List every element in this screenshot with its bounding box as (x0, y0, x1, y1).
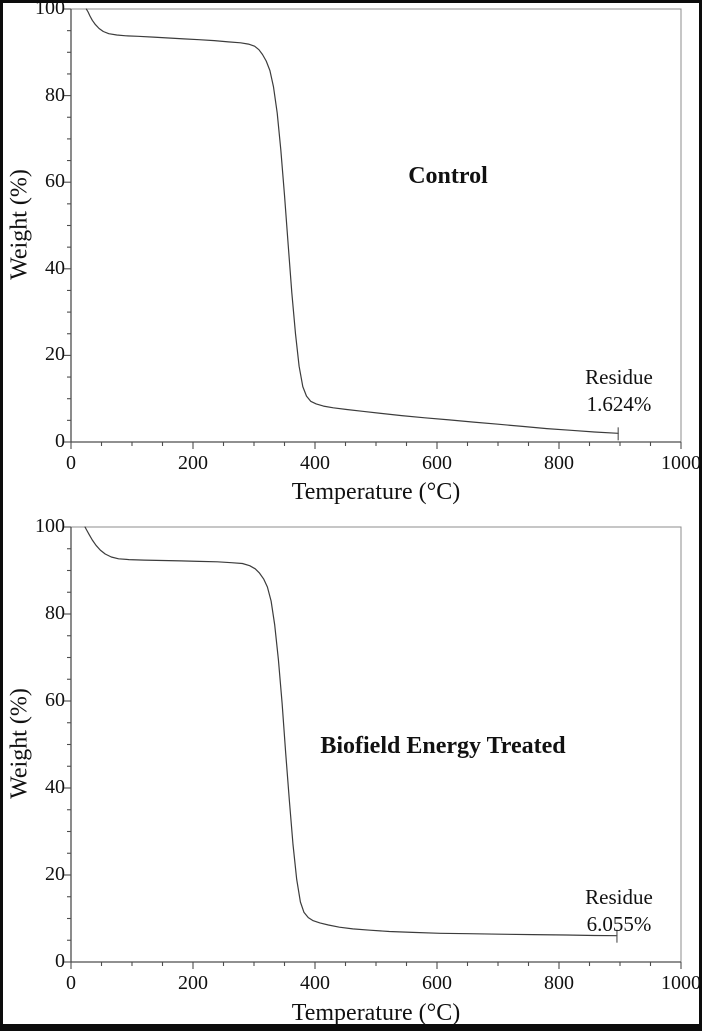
x-tick-label: 1000 (661, 452, 701, 474)
annotation-biofield: Biofield Energy Treated (320, 733, 566, 759)
chart-biofield (64, 526, 682, 969)
curve-biofield (84, 526, 618, 937)
x-tick-label: 600 (422, 972, 452, 994)
y-axis-title: Weight (%) (6, 687, 33, 799)
y-tick-label: 60 (45, 170, 65, 193)
x-tick-label: 400 (300, 972, 330, 994)
x-axis-title: Temperature (°C) (291, 1000, 461, 1026)
curve-control (85, 8, 619, 434)
x-axis-title: Temperature (°C) (291, 479, 461, 505)
chart-control (64, 8, 682, 449)
y-tick-label: 20 (45, 343, 65, 366)
y-tick-label: 100 (35, 515, 65, 537)
residue-label: Residue (585, 365, 653, 389)
y-tick-label: 0 (55, 950, 65, 972)
residue-value: 1.624% (586, 392, 652, 416)
y-tick-label: 40 (45, 256, 65, 279)
x-tick-label: 400 (300, 452, 330, 474)
y-tick-label: 0 (55, 430, 65, 452)
y-tick-label: 20 (45, 863, 65, 885)
x-tick-label: 0 (66, 452, 76, 474)
residue-note-biofield: Residue 6.055% (558, 884, 680, 938)
x-tick-label: 1000 (661, 972, 701, 994)
y-tick-label: 100 (35, 0, 65, 19)
x-tick-label: 800 (544, 452, 574, 474)
x-tick-label: 800 (544, 972, 574, 994)
x-tick-label: 200 (178, 972, 208, 994)
residue-note-control: Residue 1.624% (558, 364, 680, 418)
residue-label: Residue (585, 885, 653, 909)
y-axis-title: Weight (%) (6, 168, 33, 280)
x-tick-label: 200 (178, 452, 208, 474)
y-tick-label: 60 (45, 689, 65, 711)
annotation-control: Control (408, 163, 488, 189)
x-tick-label: 600 (422, 452, 452, 474)
residue-value: 6.055% (586, 912, 652, 936)
y-tick-label: 80 (45, 83, 65, 106)
x-tick-label: 0 (66, 972, 76, 994)
y-tick-label: 80 (45, 602, 65, 624)
y-tick-label: 40 (45, 776, 65, 798)
